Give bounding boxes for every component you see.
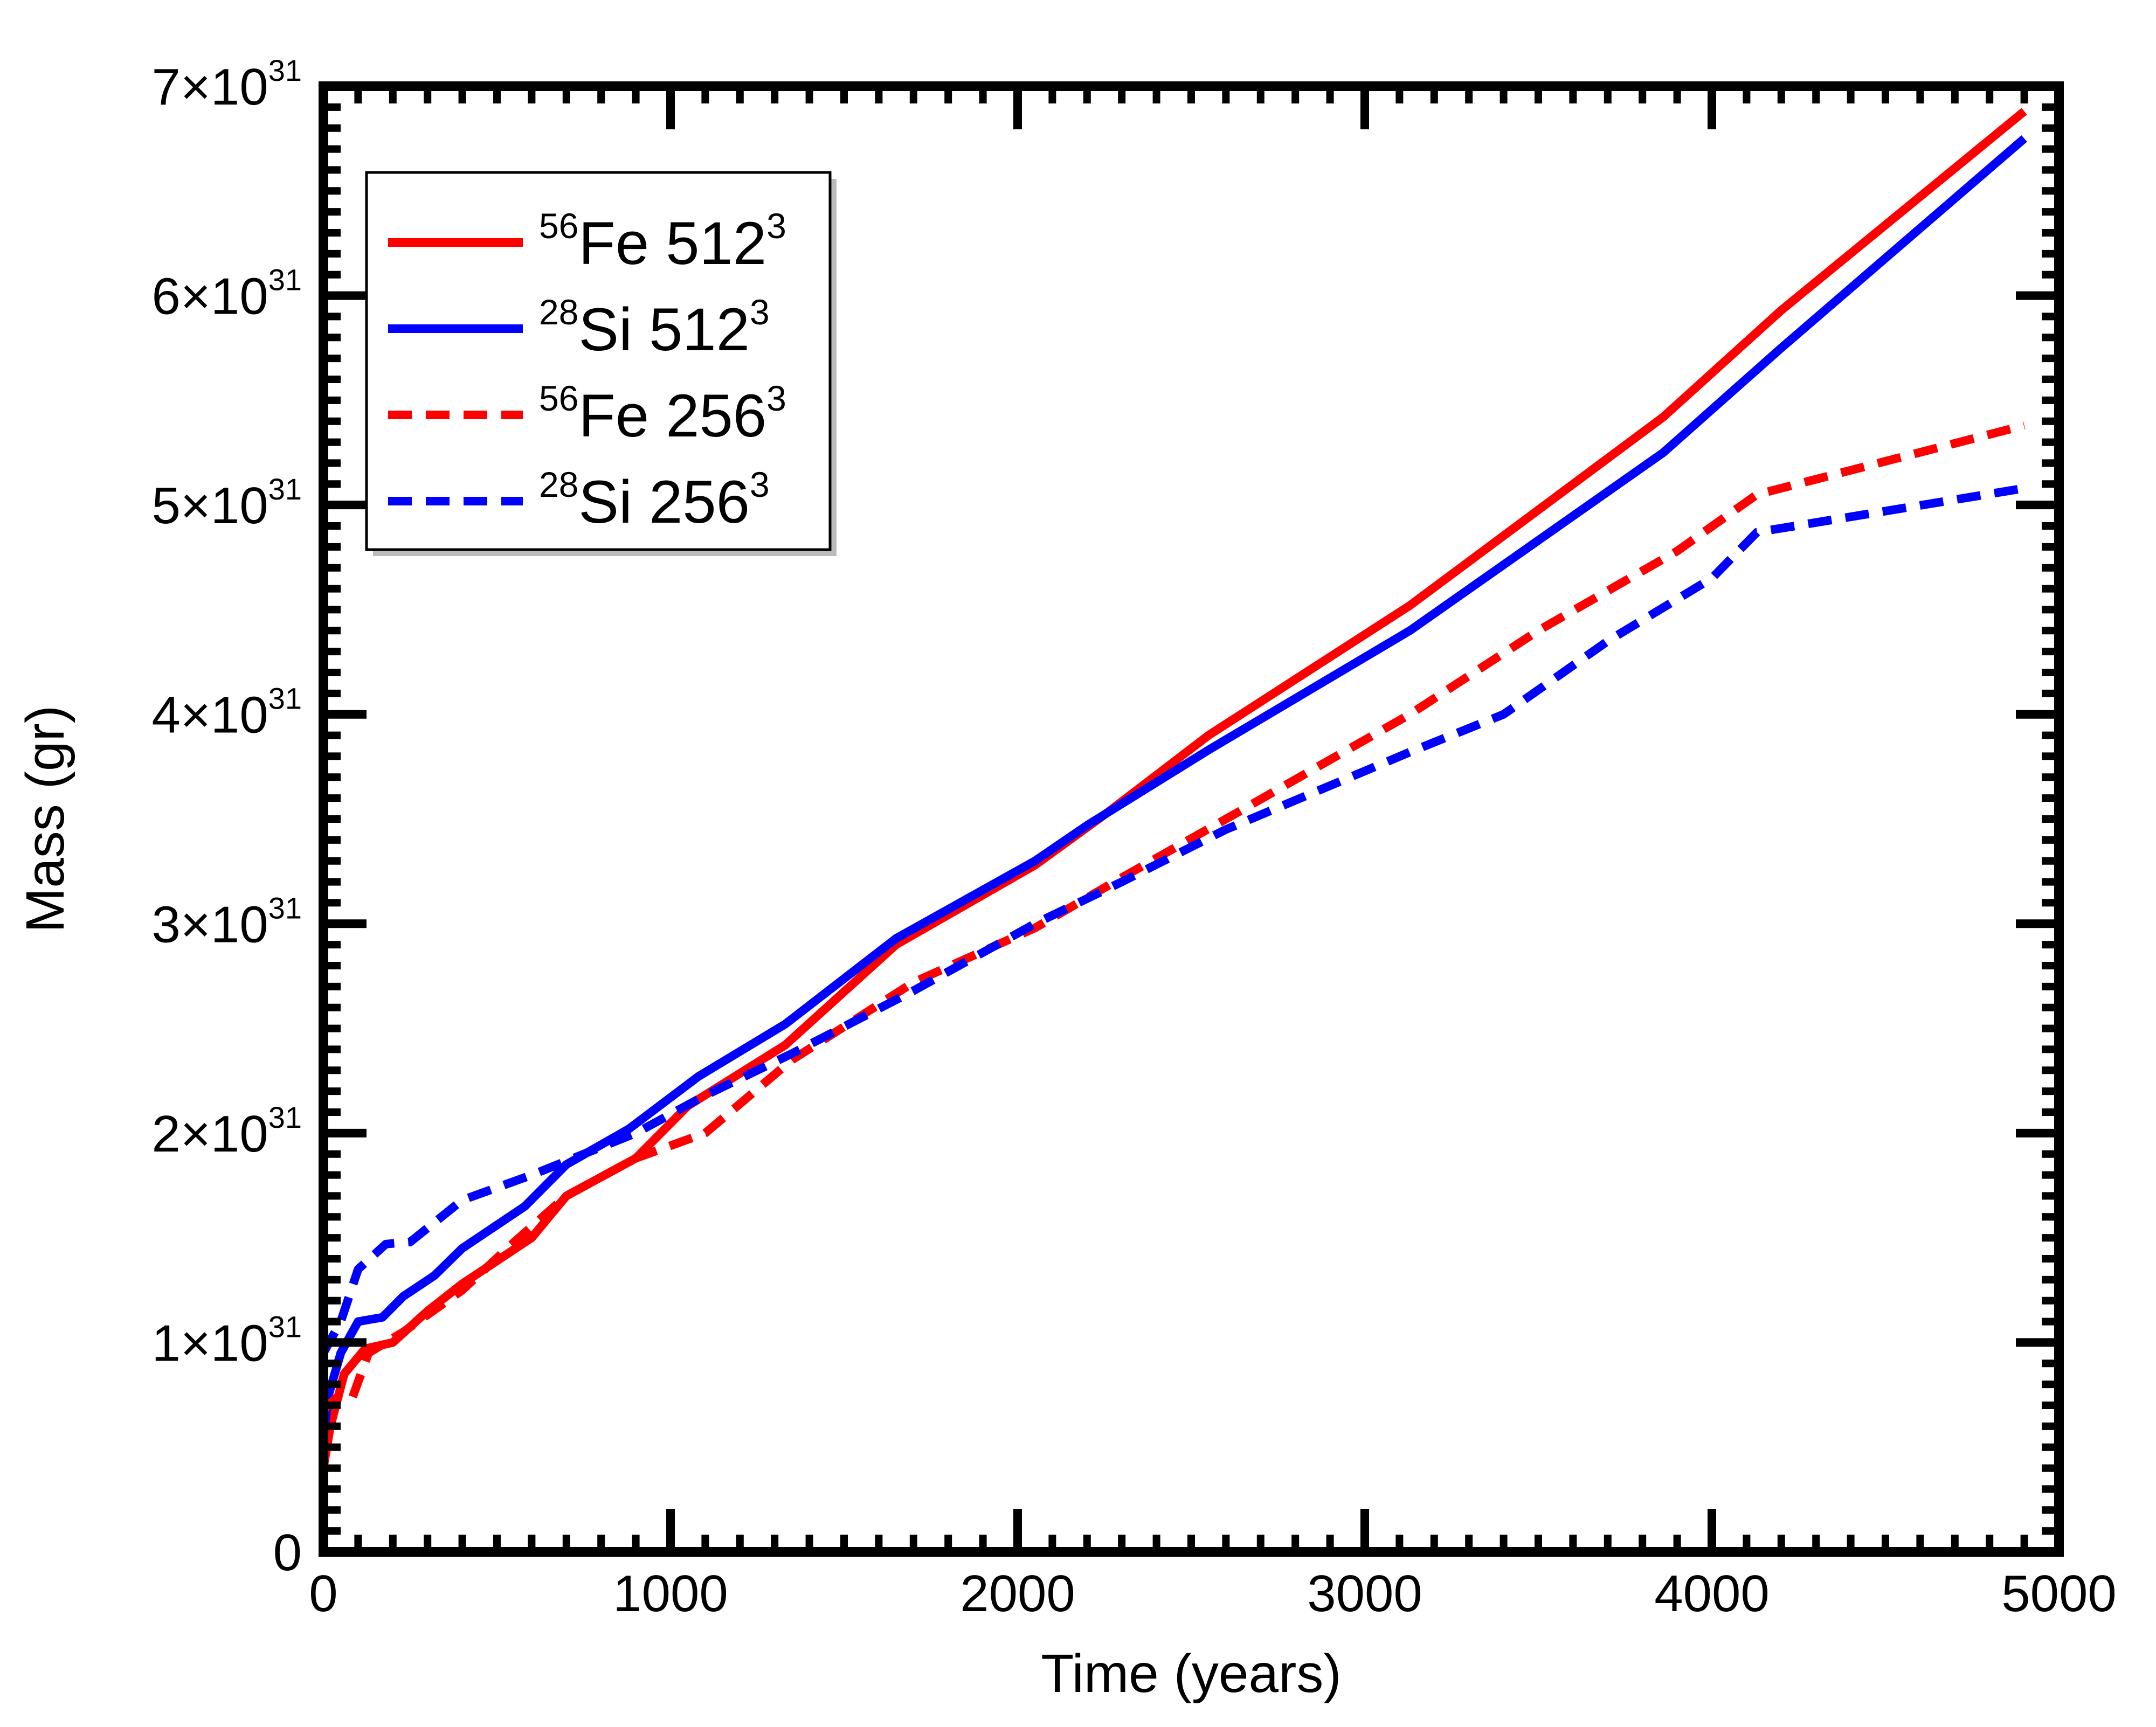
y-tick-base: 5×10 bbox=[151, 477, 268, 535]
legend-power: 3 bbox=[750, 464, 770, 504]
legend-isotope: 28 bbox=[539, 292, 578, 332]
y-tick-exponent: 31 bbox=[268, 53, 302, 87]
x-tick-label: 2000 bbox=[960, 1565, 1075, 1622]
legend-resolution: 256 bbox=[666, 382, 766, 449]
y-tick-label: 7×1031 bbox=[151, 53, 302, 116]
y-tick-label: 1×1031 bbox=[151, 1309, 302, 1372]
y-tick-base: 0 bbox=[273, 1524, 302, 1582]
y-axis-title: Mass (gr) bbox=[15, 705, 75, 933]
series-group bbox=[319, 108, 2027, 1469]
y-tick-base: 6×10 bbox=[151, 268, 268, 325]
x-tick-label: 3000 bbox=[1307, 1565, 1422, 1622]
legend-label-3: 56Fe 2563 bbox=[539, 378, 786, 449]
legend-resolution: 256 bbox=[649, 468, 750, 536]
y-tick-exponent: 31 bbox=[268, 891, 302, 925]
x-tick-label: 4000 bbox=[1654, 1565, 1770, 1622]
x-tick-label: 1000 bbox=[613, 1565, 728, 1622]
y-tick-base: 1×10 bbox=[151, 1314, 268, 1372]
y-tick-exponent: 31 bbox=[268, 472, 302, 506]
legend-isotope: 56 bbox=[539, 206, 578, 246]
y-tick-base: 7×10 bbox=[151, 58, 268, 116]
legend-isotope: 56 bbox=[539, 378, 578, 418]
legend-element: Fe bbox=[578, 210, 666, 277]
x-tick-label: 5000 bbox=[2001, 1565, 2117, 1622]
y-tick-label: 2×1031 bbox=[151, 1100, 302, 1163]
legend-label-1: 56Fe 5123 bbox=[539, 206, 786, 277]
axes-group: 0 1000 2000 3000 4000 500001×10312×10313×1031… bbox=[15, 53, 2117, 1704]
y-tick-base: 3×10 bbox=[151, 896, 268, 953]
y-tick-label: 6×1031 bbox=[151, 263, 302, 325]
y-tick-exponent: 31 bbox=[268, 263, 302, 297]
y-tick-label: 5×1031 bbox=[151, 472, 302, 535]
y-tick-exponent: 31 bbox=[268, 1100, 302, 1134]
y-tick-base: 4×10 bbox=[151, 686, 268, 744]
legend-isotope: 28 bbox=[539, 464, 578, 504]
y-tick-label: 3×1031 bbox=[151, 891, 302, 953]
legend-element: Si bbox=[578, 296, 649, 363]
y-tick-label: 4×1031 bbox=[151, 682, 302, 744]
y-tick-exponent: 31 bbox=[268, 682, 302, 716]
legend-element: Si bbox=[578, 468, 649, 536]
legend-power: 3 bbox=[766, 378, 786, 418]
legend-resolution: 512 bbox=[649, 296, 750, 363]
y-tick-label: 0 bbox=[273, 1524, 302, 1582]
x-tick-label: 0 bbox=[309, 1565, 337, 1622]
series-line-4 bbox=[319, 484, 2025, 1355]
series-line-2 bbox=[319, 135, 2027, 1438]
series-line-3 bbox=[320, 421, 2026, 1413]
legend-label-2: 28Si 5123 bbox=[539, 292, 770, 363]
legend-power: 3 bbox=[750, 292, 770, 332]
y-tick-exponent: 31 bbox=[268, 1309, 302, 1343]
legend-power: 3 bbox=[766, 206, 786, 246]
legend-label-4: 28Si 2563 bbox=[539, 464, 770, 536]
y-tick-base: 2×10 bbox=[151, 1105, 268, 1163]
x-axis-title: Time (years) bbox=[1041, 1643, 1341, 1704]
legend-box bbox=[365, 171, 832, 551]
legend-element: Fe bbox=[578, 382, 666, 449]
legend-resolution: 512 bbox=[666, 210, 766, 277]
